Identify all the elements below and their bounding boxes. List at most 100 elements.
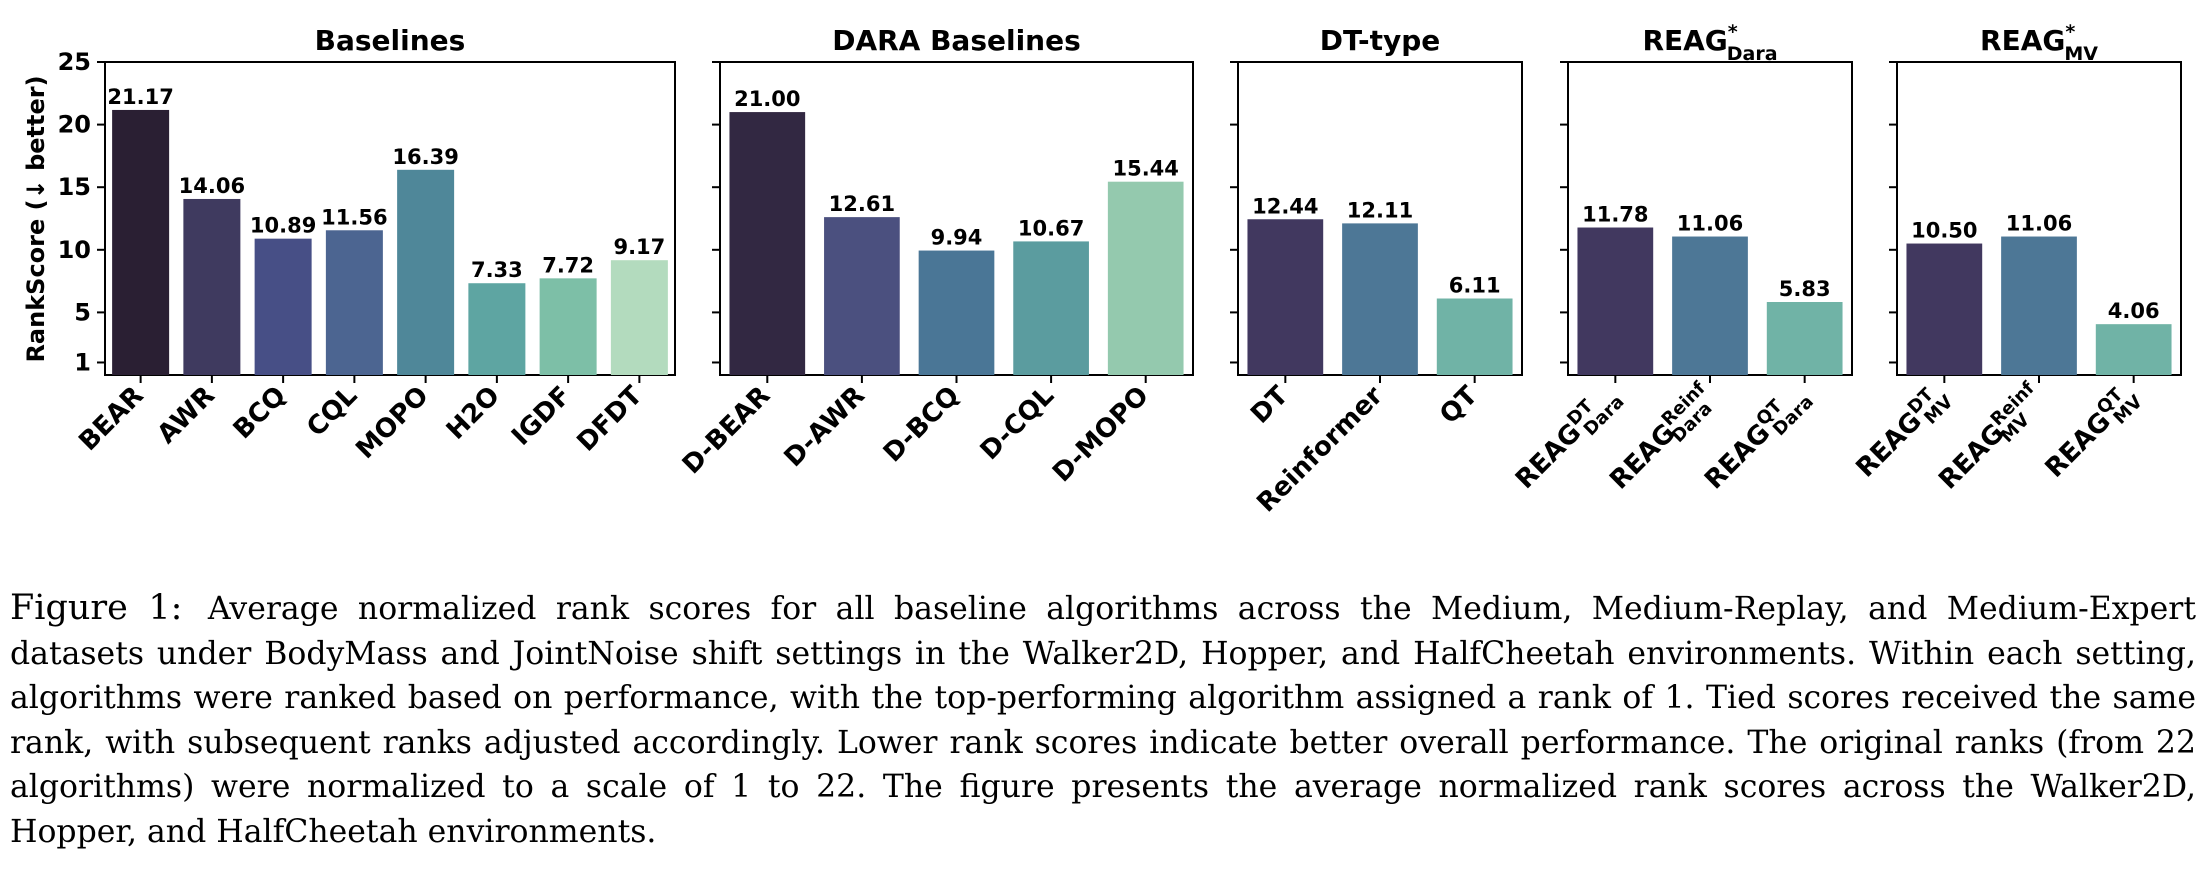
bar [1436, 298, 1513, 375]
bar-value-label: 11.56 [321, 205, 387, 229]
x-tick-label: D-MOPO [1047, 381, 1154, 488]
bar [1013, 241, 1089, 375]
plot-frame [104, 61, 676, 376]
x-tick-label-main: D-AWR [779, 381, 871, 473]
panel-title-main: REAG [1642, 24, 1727, 57]
bar-value-label: 21.00 [734, 87, 800, 111]
panel-title-main: DARA Baselines [832, 24, 1081, 57]
x-tick-label: D-AWR [779, 381, 871, 473]
x-tick-label-main: D-CQL [975, 381, 1060, 466]
y-tick-label: 10 [58, 236, 91, 264]
y-tick-label: 1 [74, 348, 91, 376]
x-tick-label: D-BCQ [878, 381, 966, 469]
x-tick-label-main: D-BCQ [878, 381, 966, 469]
x-tick-label: CQL [301, 381, 363, 443]
x-tick-label-main: D-BEAR [677, 381, 776, 480]
x-tick-label-main: REAG [1510, 418, 1587, 495]
bar-value-label: 7.33 [471, 258, 523, 282]
x-tick-label-main: QT [1434, 381, 1484, 431]
panel-title-sup: * [2065, 21, 2075, 43]
bar-value-label: 12.11 [1347, 198, 1413, 222]
caption-text: Average normalized rank scores for all b… [10, 591, 2197, 850]
x-tick-label-main: BEAR [73, 381, 149, 457]
bar [539, 278, 597, 375]
bar [610, 260, 668, 375]
bar-chart-figure: RankScore (↓ better) Baselines1510152025… [22, 21, 2182, 518]
x-tick-label-main: IGDF [506, 381, 577, 452]
bar-value-label: 5.83 [1779, 277, 1831, 301]
panel-2: DARA Baselines 21.00 D-BEAR 12.61 D-AWR 9.94 D… [677, 24, 1194, 488]
caption-label: Figure 1: [10, 588, 183, 628]
bar [397, 169, 455, 375]
bar [325, 230, 383, 375]
y-tick-label: 5 [74, 298, 91, 326]
y-tick-label: 15 [58, 173, 91, 201]
panel-title-main: DT-type [1320, 24, 1441, 57]
bar [1577, 227, 1654, 375]
bar-value-label: 15.44 [1112, 157, 1178, 181]
bar-value-label: 4.06 [2108, 299, 2160, 323]
panel-1: Baselines151015202521.17BEAR14.06AWR10.8… [58, 24, 676, 465]
bar [1766, 302, 1843, 375]
bar [729, 112, 806, 375]
x-tick-label: MOPO [350, 381, 434, 465]
bar [2001, 236, 2077, 375]
bar-value-label: 11.78 [1582, 203, 1648, 227]
x-tick-label: IGDF [506, 381, 577, 452]
bar-value-label: 10.89 [250, 214, 316, 238]
x-tick-label: AWR [152, 381, 221, 450]
bar-value-label: 21.17 [107, 85, 173, 109]
bar-value-label: 12.44 [1252, 194, 1318, 218]
x-tick-label: BEAR [73, 381, 149, 457]
bar-value-label: 11.06 [1677, 212, 1743, 236]
bar-value-label: 16.39 [392, 145, 458, 169]
x-tick-label-main: AWR [152, 381, 221, 450]
bar [824, 217, 900, 375]
bar [918, 250, 995, 375]
x-tick-label: D-BEAR [677, 381, 776, 480]
x-tick-label-main: REAG [2040, 407, 2117, 484]
x-tick-label: REAGReinfMV [1930, 378, 2052, 500]
y-tick-label: 20 [58, 111, 91, 139]
x-tick-label: DT [1245, 381, 1294, 430]
bar-value-label: 12.61 [829, 192, 895, 216]
panel-title-sub: MV [2064, 43, 2098, 65]
bar [468, 283, 526, 375]
figure-caption: Figure 1: Average normalized rank scores… [10, 586, 2196, 854]
panel-title: REAG* MV [1980, 21, 2098, 65]
panel-title-main: Baselines [315, 24, 466, 57]
x-tick-label: H2O [441, 381, 506, 446]
bar [1107, 181, 1184, 375]
bar-value-label: 14.06 [179, 174, 245, 198]
panel-title-main: REAG [1980, 24, 2065, 57]
panel-title: Baselines [315, 24, 466, 57]
x-tick-label-main: H2O [441, 381, 506, 446]
y-axis-label: RankScore (↓ better) [22, 75, 50, 362]
x-tick-label: REAGQTMV [2037, 378, 2147, 488]
bar-value-label: 10.67 [1018, 216, 1084, 240]
bar-value-label: 9.17 [613, 235, 665, 259]
bar-value-label: 11.06 [2006, 212, 2072, 236]
panel-title-sup: * [1728, 21, 1738, 43]
bar [2095, 324, 2172, 375]
x-tick-label: REAGQTDara [1696, 378, 1818, 500]
x-tick-label-main: REAG [1699, 418, 1776, 495]
x-tick-label-main: REAG [1851, 406, 1928, 483]
panel-title-sub: Dara [1727, 43, 1778, 65]
bar-value-label: 9.94 [931, 226, 983, 250]
x-tick-label-main: DT [1245, 381, 1294, 430]
bar [254, 238, 312, 375]
x-tick-label: D-CQL [975, 381, 1060, 466]
panel-title: DARA Baselines [832, 24, 1081, 57]
x-tick-label-main: BCQ [228, 381, 292, 445]
panel-5: REAG* MV10.50REAGDTMV11.06REAGReinfMV4.06… [1851, 21, 2182, 500]
bar-value-label: 6.11 [1449, 274, 1501, 298]
chart-panels: Baselines151015202521.17BEAR14.06AWR10.8… [58, 21, 2182, 518]
bar [1672, 236, 1748, 375]
x-tick-label-main: MOPO [350, 381, 434, 465]
panel-4: REAG* Dara11.78REAGDTDara11.06REAGReinfDa… [1510, 21, 1853, 500]
x-tick-label-main: D-MOPO [1047, 381, 1154, 488]
x-tick-label: QT [1434, 381, 1484, 431]
bar [112, 109, 170, 375]
